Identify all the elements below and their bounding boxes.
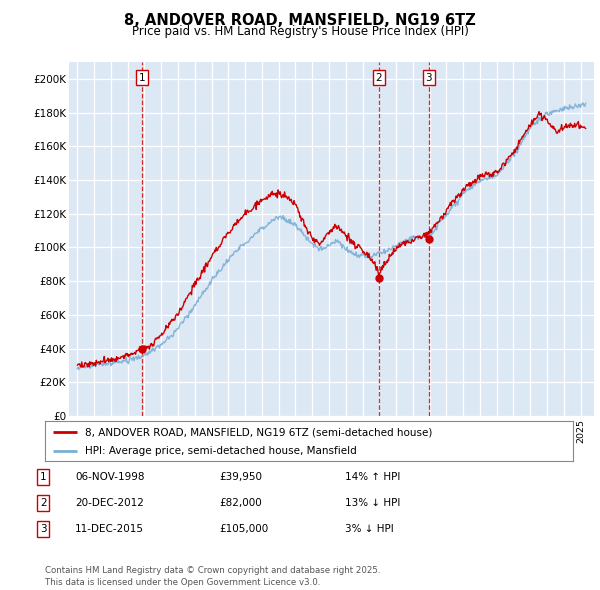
- Text: 3% ↓ HPI: 3% ↓ HPI: [345, 524, 394, 533]
- Text: 14% ↑ HPI: 14% ↑ HPI: [345, 472, 400, 481]
- Text: 06-NOV-1998: 06-NOV-1998: [75, 472, 145, 481]
- Text: Contains HM Land Registry data © Crown copyright and database right 2025.
This d: Contains HM Land Registry data © Crown c…: [45, 566, 380, 587]
- Text: Price paid vs. HM Land Registry's House Price Index (HPI): Price paid vs. HM Land Registry's House …: [131, 25, 469, 38]
- Text: 8, ANDOVER ROAD, MANSFIELD, NG19 6TZ (semi-detached house): 8, ANDOVER ROAD, MANSFIELD, NG19 6TZ (se…: [85, 427, 432, 437]
- Text: 8, ANDOVER ROAD, MANSFIELD, NG19 6TZ: 8, ANDOVER ROAD, MANSFIELD, NG19 6TZ: [124, 13, 476, 28]
- Text: £39,950: £39,950: [219, 472, 262, 481]
- Text: £82,000: £82,000: [219, 498, 262, 507]
- Text: 1: 1: [40, 472, 47, 481]
- Text: HPI: Average price, semi-detached house, Mansfield: HPI: Average price, semi-detached house,…: [85, 445, 356, 455]
- Text: 3: 3: [425, 73, 432, 83]
- Text: 2: 2: [376, 73, 382, 83]
- Text: 3: 3: [40, 524, 47, 533]
- Text: 1: 1: [139, 73, 145, 83]
- Text: £105,000: £105,000: [219, 524, 268, 533]
- Text: 13% ↓ HPI: 13% ↓ HPI: [345, 498, 400, 507]
- Text: 11-DEC-2015: 11-DEC-2015: [75, 524, 144, 533]
- Text: 2: 2: [40, 498, 47, 507]
- Text: 20-DEC-2012: 20-DEC-2012: [75, 498, 144, 507]
